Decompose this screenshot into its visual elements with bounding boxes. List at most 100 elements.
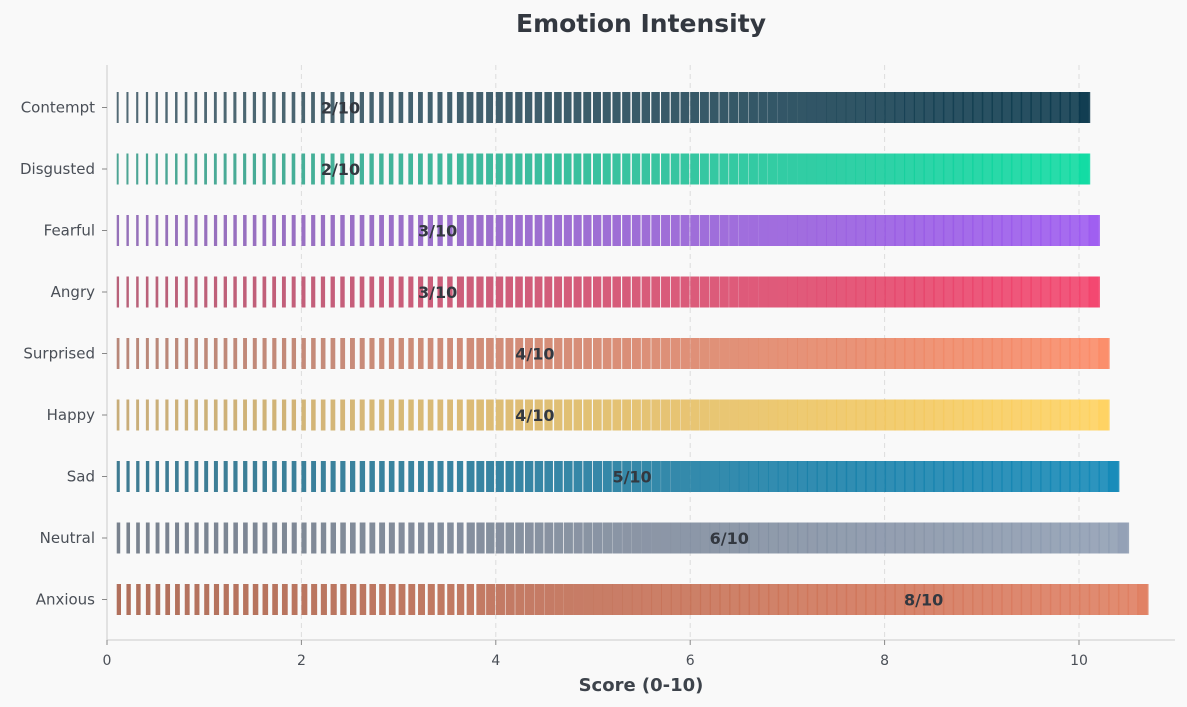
bar-segment [175,153,178,185]
bar-segment [981,276,994,308]
bar-segment [874,276,886,308]
bar-segment [1010,276,1023,308]
bar-segment [213,461,218,492]
bar-segment [213,338,218,369]
bar-segment [787,276,798,308]
bar-segment [787,399,798,431]
bar-segment [194,522,199,554]
bar-segment [204,153,207,185]
bar-segment [145,215,149,246]
bar-segment [631,153,641,185]
bar-segment [806,276,818,308]
bar-end-cap [1098,338,1109,369]
bar-segment [126,276,129,308]
bar-segment [165,584,171,615]
bar-segment [631,399,641,431]
bar-segment [573,215,582,246]
bar-segment [855,276,867,308]
bar-segment [330,153,335,185]
bar-segment [1069,215,1081,246]
bar-segment [622,584,633,615]
bar-segment [350,399,355,431]
bar-segment [194,461,199,492]
bar-segment [738,215,749,246]
bar-segment [797,584,809,615]
bar-segment [709,461,720,492]
bar-segment [320,461,326,492]
bar-segment [797,153,808,185]
bar-segment [145,584,151,615]
bar-segment [369,338,375,369]
bar-segment [291,399,297,431]
bar-segment [680,92,690,123]
bar-segment [301,215,306,246]
x-tick-label: 4 [491,653,500,669]
bar-segment [661,215,670,246]
bar-segment [738,399,749,431]
bar-segment [291,153,296,185]
bar-segment [894,584,906,615]
bar-segment [1059,584,1071,615]
data-label: 8/10 [904,591,943,610]
bar-segment [981,522,994,554]
x-tick-label: 10 [1070,653,1088,669]
bar-segment [923,92,935,123]
bar-segment [466,338,475,369]
bar-segment [593,584,604,615]
bar-segment [651,584,662,615]
bar-segment [573,399,583,431]
bar-segment [466,153,474,185]
bar-segment [194,584,200,615]
bar-segment [748,461,759,492]
bar-segment [340,522,346,554]
bar-segment [612,153,621,185]
bar-segment [1020,215,1032,246]
bar-segment [563,92,572,123]
bar-segment [486,522,495,554]
bar-segment [398,276,404,308]
bar-segment [534,338,543,369]
bar-segment [204,522,209,554]
bar-segment [680,399,690,431]
bar-segment [962,276,974,308]
bar-segment [826,522,838,554]
bar-segment [388,522,395,554]
bar-segment [281,461,287,492]
bar-segment [806,92,817,123]
bar-segment [602,522,613,554]
bar-segment [427,153,433,185]
bar-segment [1049,153,1062,185]
bar-segment [379,584,386,615]
bar-segment [369,92,374,123]
bar-segment [243,276,247,308]
bar-segment [534,522,544,554]
bar-segment [155,399,159,431]
data-label: 4/10 [515,406,554,425]
bar-segment [320,399,326,431]
bar-segment [476,338,484,369]
bar-segment [952,276,964,308]
bar-segment [437,215,443,246]
bar-segment [330,215,335,246]
bar-segment [1001,522,1013,554]
bar-segment [311,153,315,185]
bar-segment [709,215,720,246]
bar-segment [145,276,149,308]
bar-segment [602,215,612,246]
bar-segment [758,92,768,123]
bar-segment [476,461,485,492]
bar-segment [1030,276,1042,308]
bar-segment [330,399,336,431]
bar-segment [554,522,564,554]
bar-segment [777,215,788,246]
bar-segment [145,338,149,369]
bar-segment [972,338,984,369]
bar-segment [398,522,405,554]
bar-segment [865,276,877,308]
bar-segment [836,215,847,246]
bar-segment [991,215,1003,246]
bar-segment [904,584,916,615]
bar-segment [311,461,317,492]
bar-segment [126,215,129,246]
bar-segment [359,276,365,308]
